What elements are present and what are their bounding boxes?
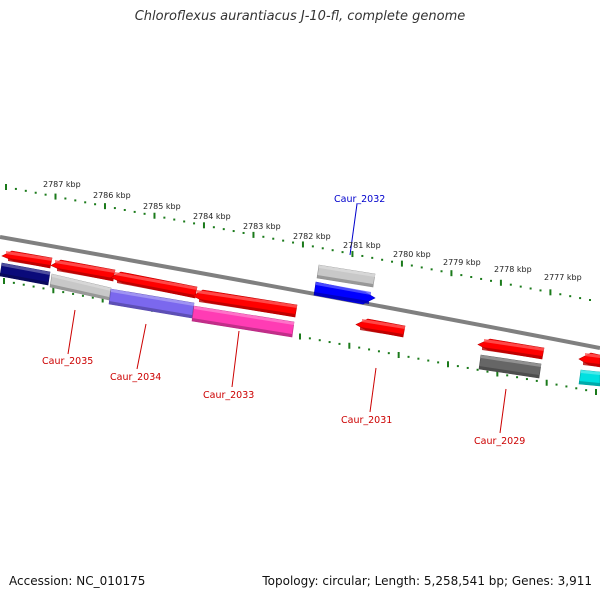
labels: 2787 kbp 2786 kbp 2785 kbp 2784 kbp 2783 kbp… [42, 180, 582, 447]
leader-line [67, 309, 76, 355]
leader-line [349, 203, 358, 256]
gene-feature-light-gray [49, 273, 112, 301]
gene-label-caur2031: Caur_2031 [341, 415, 392, 426]
scale-label: 2778 kbp [494, 265, 532, 274]
gene-feature-cyan [578, 369, 600, 387]
outer-scale [5, 184, 591, 301]
scale-label: 2786 kbp [93, 191, 131, 200]
gene-feature-red [1, 250, 53, 269]
gene-feature-light-gray [316, 264, 376, 288]
leader-line [136, 323, 147, 370]
scale-label: 2784 kbp [193, 212, 231, 221]
gene-feature-red [477, 338, 545, 360]
gene-label-caur2029: Caur_2029 [474, 436, 525, 447]
gene-feature-pink [191, 305, 295, 338]
scale-label: 2780 kbp [393, 250, 431, 259]
gene-feature-slate-blue [108, 288, 195, 319]
leader-line [499, 388, 507, 434]
gene-label-caur2032: Caur_2032 [334, 194, 385, 205]
leader-line [369, 367, 377, 413]
scale-label: 2787 kbp [43, 180, 81, 189]
scale-label: 2777 kbp [544, 273, 582, 282]
label-leader-lines [67, 203, 507, 434]
gene-feature-red [192, 289, 298, 318]
gene-feature-red [355, 318, 406, 338]
scale-label: 2779 kbp [443, 258, 481, 267]
map-title: Chloroflexus aurantiacus J-10-fl, comple… [134, 9, 466, 24]
scale-label: 2782 kbp [293, 232, 331, 241]
gene-feature-red [50, 259, 116, 282]
gene-feature-red [578, 352, 600, 368]
gene-feature-blue [313, 281, 376, 305]
accession-text: Accession: NC_010175 [9, 574, 146, 588]
scale-label: 2781 kbp [343, 241, 381, 250]
gene-feature-dark-gray [478, 354, 542, 379]
gene-features [0, 250, 600, 387]
scale-label: 2783 kbp [243, 222, 281, 231]
gene-label-caur2035: Caur_2035 [42, 356, 93, 367]
genome-summary-text: Topology: circular; Length: 5,258,541 bp… [262, 574, 592, 588]
genome-backbone [0, 235, 600, 350]
leader-line [231, 330, 240, 388]
gene-label-caur2033: Caur_2033 [203, 390, 254, 401]
gene-label-caur2034: Caur_2034 [110, 372, 161, 383]
gene-feature-red [110, 271, 198, 299]
gene-feature-navy [0, 262, 51, 286]
scale-label: 2785 kbp [143, 202, 181, 211]
